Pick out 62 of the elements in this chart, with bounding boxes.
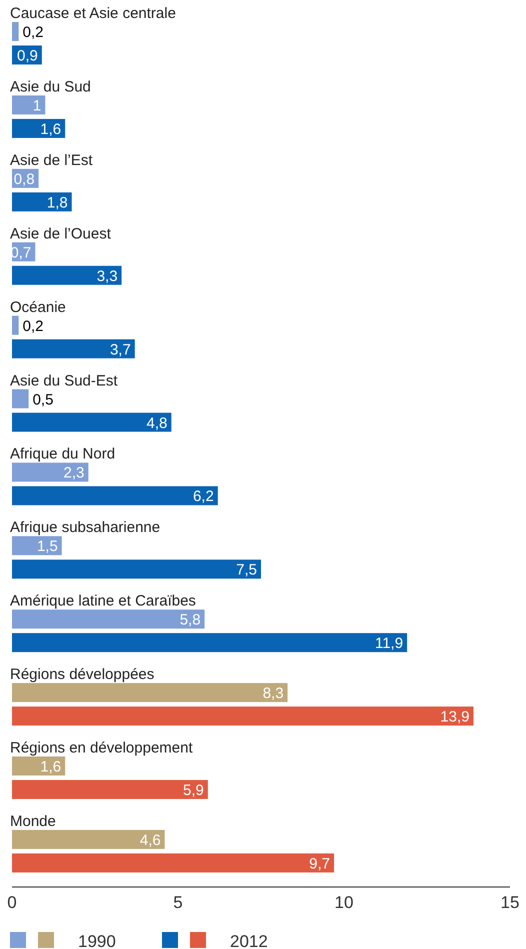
bar — [12, 316, 19, 335]
data-label: 4,6 — [140, 832, 161, 849]
y-tick-label: Asie du Sud — [10, 78, 91, 96]
data-label: 9,7 — [309, 855, 330, 872]
legend-label: 2012 — [230, 932, 268, 949]
x-tick-label: 15 — [500, 893, 520, 912]
bar — [12, 853, 334, 872]
data-label: 4,8 — [146, 414, 168, 432]
y-tick-label: Asie du Sud-Est — [10, 372, 118, 390]
y-tick-label: Régions développées — [10, 666, 154, 684]
y-tick-label: Afrique subsaharienne — [10, 519, 160, 536]
bar — [12, 486, 218, 506]
y-tick-label: Océanie — [10, 298, 66, 316]
data-label: 5,9 — [183, 782, 204, 799]
data-label: 1,6 — [40, 758, 62, 776]
bar — [12, 683, 288, 702]
bar — [12, 462, 88, 482]
data-label: 0,9 — [17, 48, 38, 64]
data-label: 11,9 — [374, 635, 404, 652]
bar — [12, 95, 46, 114]
y-tick-label: Monde — [10, 812, 56, 830]
data-label: 7,5 — [236, 562, 257, 579]
bar — [12, 706, 474, 726]
bar — [12, 756, 66, 776]
bar — [12, 389, 29, 408]
bar — [12, 536, 62, 556]
bar — [12, 610, 205, 629]
bar — [12, 22, 19, 41]
y-tick-label: Caucase et Asie centrale — [10, 5, 176, 22]
data-label: 1,5 — [36, 538, 58, 556]
data-label: 3,3 — [96, 268, 118, 285]
data-label: 1,8 — [46, 194, 68, 212]
data-label: 13,9 — [440, 708, 470, 726]
bar — [12, 412, 172, 432]
y-tick-label: Asie de l’Ouest — [10, 225, 112, 242]
data-label: 0,2 — [22, 318, 44, 335]
y-tick-label: Amérique latine et Caraïbes — [10, 592, 196, 610]
x-tick-label: 5 — [173, 893, 183, 912]
data-label: 5,8 — [180, 612, 201, 629]
data-label: 3,7 — [110, 341, 131, 358]
data-label: 1,6 — [40, 120, 62, 138]
data-label: 8,3 — [262, 685, 284, 702]
y-tick-label: Régions en développement — [10, 740, 194, 756]
bar — [12, 560, 261, 579]
data-label: 0,8 — [14, 170, 35, 188]
bar — [12, 780, 208, 799]
bar — [12, 339, 135, 358]
bar — [12, 192, 72, 212]
legend-label: 1990 — [78, 932, 116, 949]
bar — [12, 633, 408, 652]
data-label: 6,2 — [192, 488, 214, 506]
y-tick-label: Afrique du Nord — [10, 446, 116, 463]
data-label: 0,2 — [22, 24, 44, 41]
data-label: 0,5 — [32, 391, 54, 408]
bar — [12, 266, 122, 285]
data-label: 1 — [32, 97, 42, 114]
data-label: 2,3 — [64, 464, 84, 482]
x-tick-label: 10 — [334, 893, 354, 912]
y-tick-label: Asie de l’Est — [10, 152, 94, 169]
bar — [12, 830, 165, 849]
bar — [12, 118, 66, 138]
x-tick-label: 0 — [7, 893, 17, 912]
